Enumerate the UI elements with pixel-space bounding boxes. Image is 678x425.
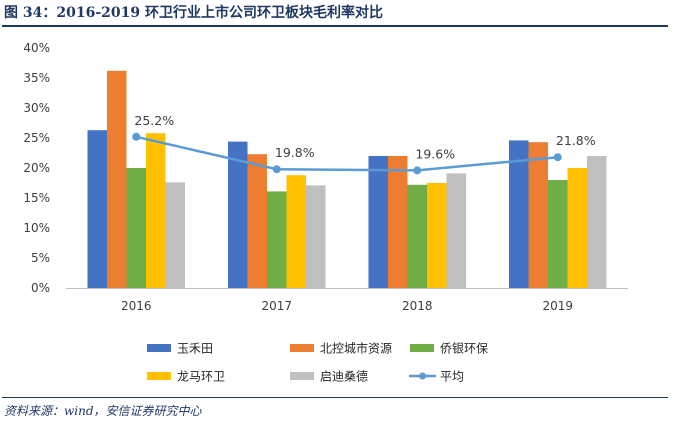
bar xyxy=(509,140,529,288)
bar xyxy=(528,142,548,288)
legend-label: 侨银环保 xyxy=(440,342,488,356)
average-marker xyxy=(132,132,141,141)
bar xyxy=(306,185,326,288)
bar xyxy=(107,70,127,288)
data-label: 19.8% xyxy=(275,145,315,160)
gross-margin-chart: 0% 5% 10% 15% 20% 25% 30% 35% 40% 2016 2017 2018 201… xyxy=(23,41,628,384)
y-tick-label: 20% xyxy=(23,161,50,175)
legend-swatch xyxy=(290,372,314,380)
bar xyxy=(146,133,166,288)
bar xyxy=(286,175,306,288)
bar xyxy=(548,180,568,288)
bar xyxy=(87,130,107,288)
legend-label: 玉禾田 xyxy=(177,342,213,356)
bar xyxy=(126,168,146,288)
bar xyxy=(388,156,408,288)
legend-swatch xyxy=(147,372,171,380)
bar xyxy=(407,184,427,288)
bar xyxy=(267,191,287,288)
y-tick-label: 5% xyxy=(31,251,50,265)
y-tick-label: 0% xyxy=(31,281,50,295)
legend-swatch xyxy=(410,344,434,352)
average-line xyxy=(135,135,558,172)
legend-label: 启迪桑德 xyxy=(320,369,368,384)
average-marker xyxy=(553,153,562,162)
title-divider xyxy=(2,25,668,27)
bar xyxy=(587,156,607,288)
x-tick-label: 2017 xyxy=(261,299,292,313)
x-tick-label: 2019 xyxy=(542,299,573,313)
figure-title: 图 34：2016-2019 环卫行业上市公司环卫板块毛利率对比 xyxy=(4,5,383,21)
bar xyxy=(247,154,267,288)
x-tick-label: 2018 xyxy=(402,299,433,313)
legend-label: 北控城市资源 xyxy=(320,341,392,356)
legend-label: 龙马环卫 xyxy=(177,370,225,384)
data-label: 19.6% xyxy=(415,146,455,161)
legend-label: 平均 xyxy=(440,370,464,384)
bar xyxy=(368,156,388,288)
legend-swatch xyxy=(290,344,314,352)
y-tick-label: 15% xyxy=(23,191,50,205)
legend-swatch xyxy=(147,344,171,352)
source-divider xyxy=(2,397,668,398)
y-tick-label: 10% xyxy=(23,221,50,235)
y-tick-label: 25% xyxy=(23,131,50,145)
bar xyxy=(567,168,587,288)
legend-marker-swatch xyxy=(419,372,426,380)
y-tick-label: 30% xyxy=(23,101,50,115)
y-tick-label: 40% xyxy=(23,41,50,55)
bar xyxy=(165,182,185,288)
source-note: 资料来源：wind，安信证券研究中心 xyxy=(4,404,202,418)
bar xyxy=(427,183,447,288)
x-tick-label: 2016 xyxy=(121,299,152,313)
average-marker xyxy=(413,166,422,175)
bar xyxy=(228,141,248,288)
data-label: 21.8% xyxy=(556,133,596,148)
bar xyxy=(446,173,466,288)
y-tick-label: 35% xyxy=(23,71,50,85)
data-label: 25.2% xyxy=(134,113,174,128)
average-marker xyxy=(272,165,281,174)
